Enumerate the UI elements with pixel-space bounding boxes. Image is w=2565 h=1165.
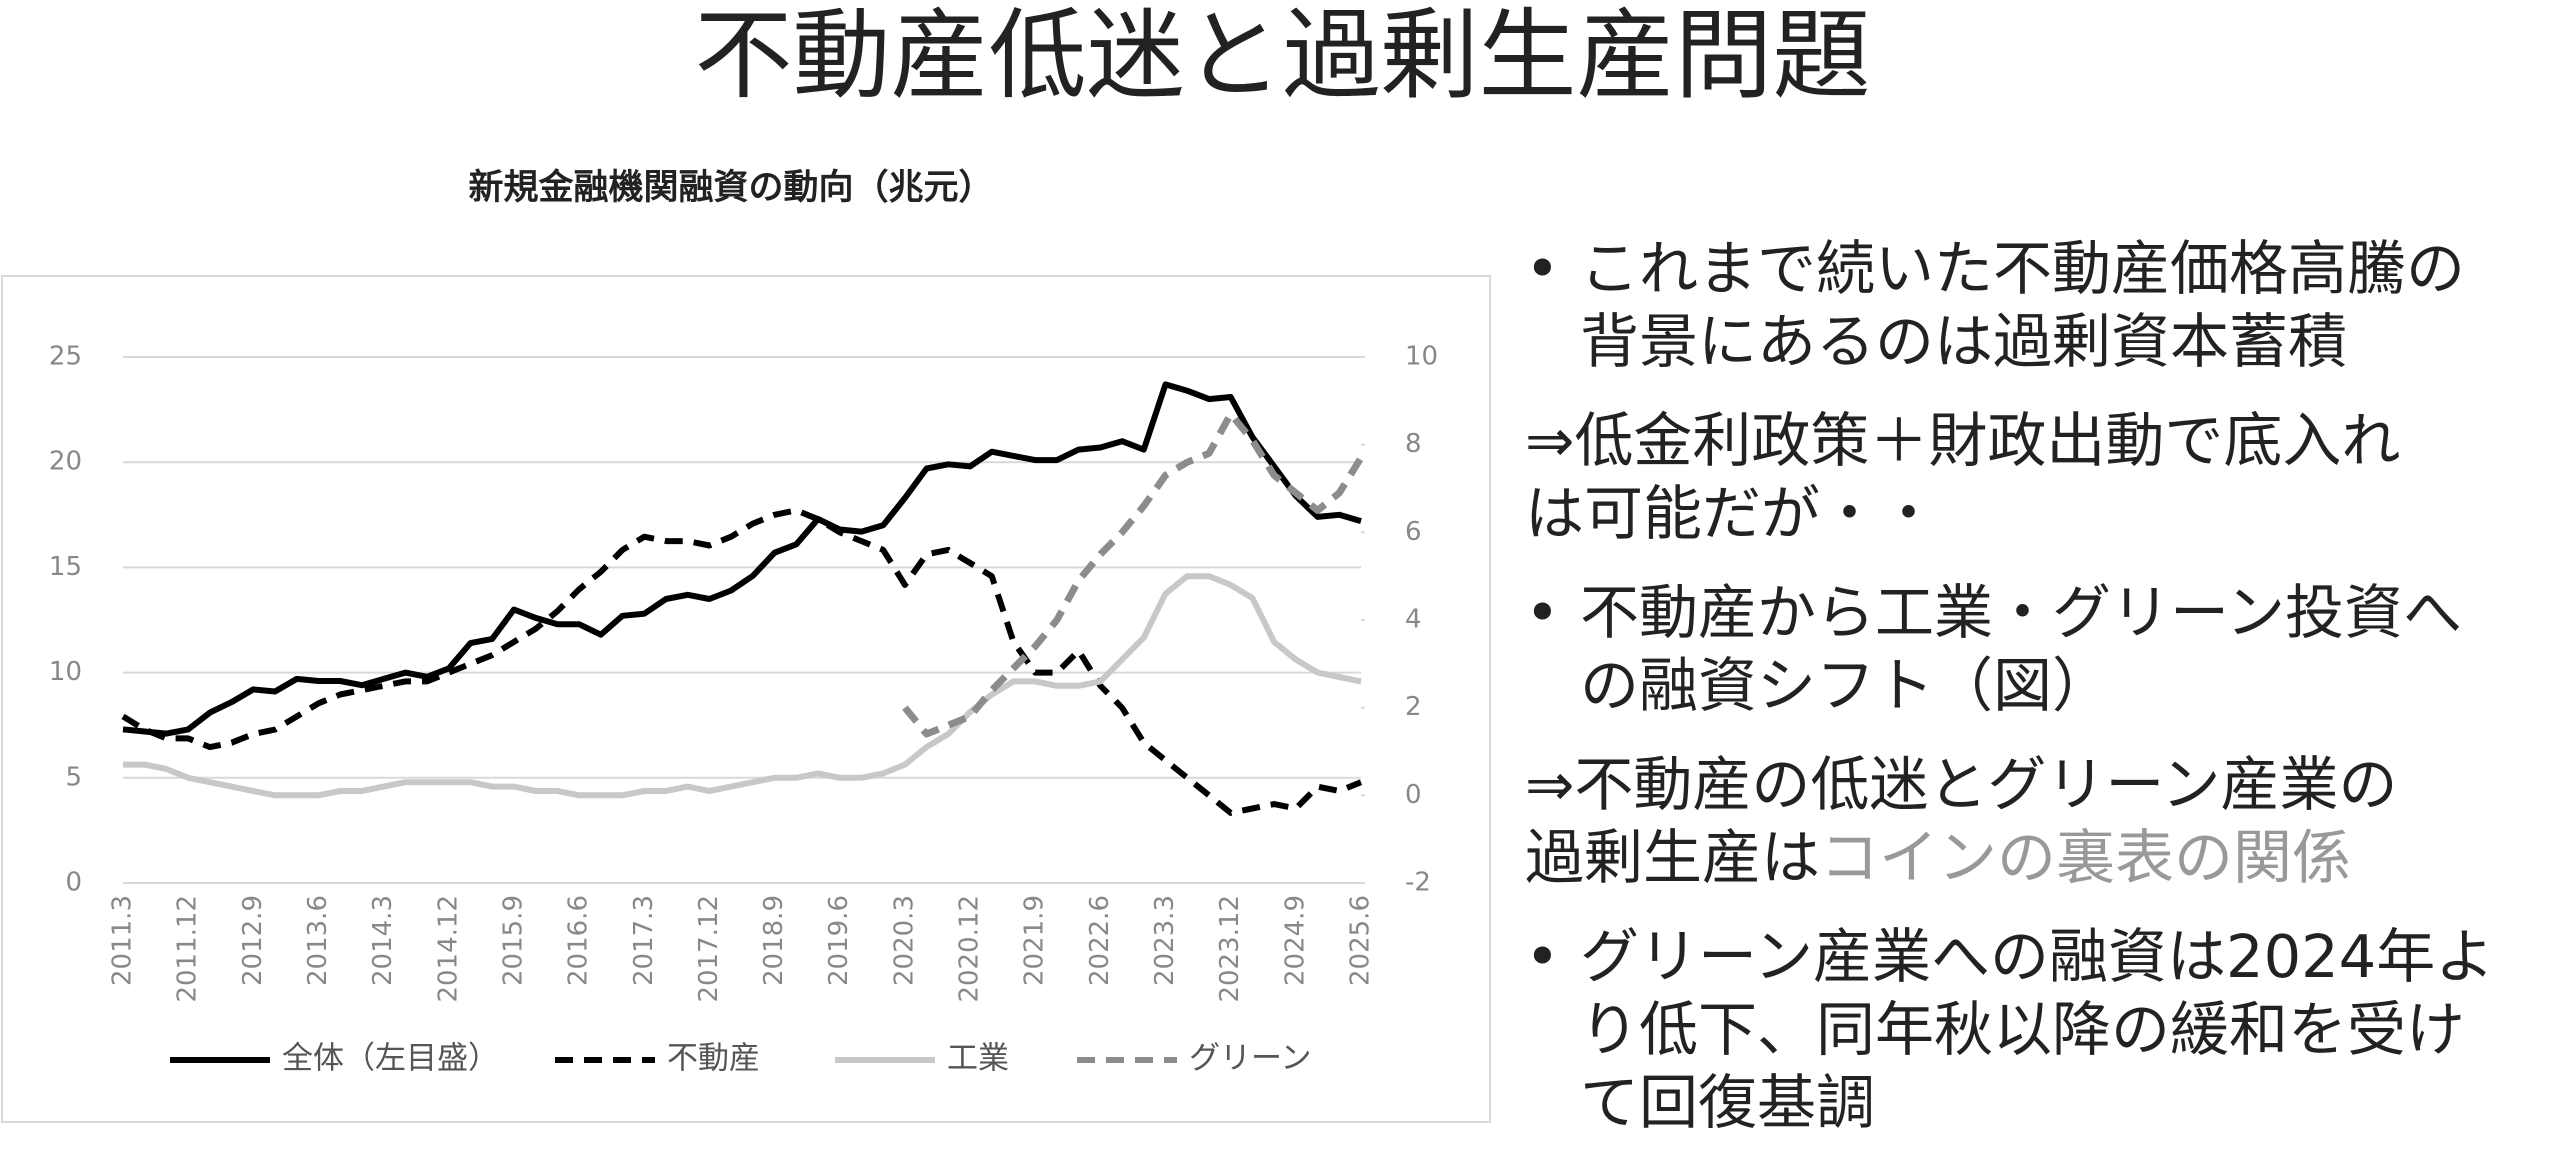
x-tick-label: 2014.3 bbox=[368, 895, 398, 986]
text-line: 不動産から工業・グリーン投資へ bbox=[1580, 576, 2565, 649]
x-tick-label: 2024.9 bbox=[1280, 895, 1310, 986]
text-line-content: 背景にあるのは過剰資本蓄積 bbox=[1580, 307, 2348, 376]
series-line bbox=[902, 410, 1364, 738]
text-line: て回復基調 bbox=[1580, 1066, 2565, 1139]
x-tick-label: 2023.3 bbox=[1150, 895, 1180, 986]
x-tick-label: 2018.9 bbox=[759, 895, 789, 986]
text-line-content: て回復基調 bbox=[1580, 1068, 1876, 1137]
y2-tick-label: 0 bbox=[1405, 780, 1422, 810]
text-block: ⇒低金利政策＋財政出動で底入れ は可能だが・・ bbox=[1525, 404, 2565, 550]
y-tick-label: 10 bbox=[49, 657, 82, 687]
slide-title: 不動産低迷と過剰生産問題 bbox=[694, 0, 1871, 113]
legend-label: 工業 bbox=[947, 1041, 1009, 1077]
x-tick-label: 2017.3 bbox=[629, 895, 659, 986]
slide: 不動産低迷と過剰生産問題 新規金融機関融資の動向（兆元） 0 5 10 15 20 25-… bbox=[0, 0, 2565, 1127]
text-line: これまで続いた不動産価格高騰の bbox=[1580, 232, 2565, 305]
y-tick-label: 20 bbox=[49, 447, 82, 477]
text-line-content: 不動産から工業・グリーン投資へ bbox=[1580, 578, 2463, 647]
legend-label: グリーン bbox=[1189, 1041, 1311, 1077]
legend-label: 不動産 bbox=[667, 1041, 760, 1077]
x-tick-label: 2025.6 bbox=[1346, 895, 1376, 986]
text-line: ⇒不動産の低迷とグリーン産業の bbox=[1525, 748, 2565, 821]
x-tick-label: 2011.12 bbox=[173, 895, 203, 1003]
text-block: ⇒不動産の低迷とグリーン産業の 過剰生産はコインの裏表の関係 bbox=[1525, 748, 2565, 894]
y-tick-label: 5 bbox=[65, 762, 82, 792]
series-line bbox=[123, 573, 1362, 799]
series-line bbox=[122, 381, 1362, 737]
x-tick-label: 2022.6 bbox=[1085, 895, 1115, 986]
x-tick-label: 2015.9 bbox=[498, 895, 528, 986]
y2-tick-label: 8 bbox=[1405, 429, 1422, 459]
chart-title: 新規金融機関融資の動向（兆元） bbox=[468, 167, 993, 208]
y2-tick-label: 6 bbox=[1405, 517, 1422, 547]
y-tick-label: 25 bbox=[49, 342, 82, 372]
legend-label: 全体（左目盛） bbox=[282, 1041, 499, 1077]
y2-tick-label: -2 bbox=[1405, 868, 1431, 898]
x-tick-label: 2011.3 bbox=[108, 895, 138, 986]
x-tick-label: 2020.3 bbox=[889, 895, 919, 986]
x-tick-label: 2014.12 bbox=[433, 895, 463, 1003]
y2-tick-label: 10 bbox=[1405, 342, 1438, 372]
text-line: り低下、同年秋以降の緩和を受け bbox=[1580, 993, 2565, 1066]
text-line: は可能だが・・ bbox=[1525, 477, 2565, 550]
text-line-content: これまで続いた不動産価格高騰の bbox=[1580, 234, 2466, 303]
x-tick-label: 2019.6 bbox=[824, 895, 854, 986]
x-tick-label: 2020.12 bbox=[955, 895, 985, 1003]
y-tick-label: 0 bbox=[65, 868, 82, 898]
text-line-content: グリーン産業への融資は2024年よ bbox=[1580, 922, 2495, 991]
text-line-content: ⇒不動産の低迷とグリーン産業の bbox=[1525, 750, 2398, 819]
text-line-content: ⇒低金利政策＋財政出動で底入れ bbox=[1525, 406, 2401, 475]
chart-frame bbox=[1, 275, 1491, 1123]
x-tick-label: 2023.12 bbox=[1215, 895, 1245, 1003]
x-tick-label: 2013.6 bbox=[303, 895, 333, 986]
x-tick-label: 2017.12 bbox=[694, 895, 724, 1003]
text-line-content: は可能だが・・ bbox=[1525, 479, 1939, 548]
text-line: ⇒低金利政策＋財政出動で底入れ bbox=[1525, 404, 2565, 477]
text-line-content: 過剰生産は bbox=[1525, 823, 1821, 892]
text-line: 過剰生産はコインの裏表の関係 bbox=[1525, 821, 2565, 894]
chart: 新規金融機関融資の動向（兆元） 0 5 10 15 20 25 -2 0 2 4 6 8 10 2011.… bbox=[1, 167, 1491, 1123]
y2-tick-label: 4 bbox=[1405, 605, 1422, 635]
x-tick-label: 2012.9 bbox=[238, 895, 268, 986]
text-line: グリーン産業への融資は2024年よ bbox=[1580, 920, 2565, 993]
text-line: の融資シフト（図） bbox=[1580, 649, 2565, 722]
series-line bbox=[121, 507, 1363, 816]
x-tick-label: 2021.9 bbox=[1020, 895, 1050, 986]
y2-tick-label: 2 bbox=[1405, 692, 1422, 722]
text-line-content: り低下、同年秋以降の緩和を受け bbox=[1580, 995, 2466, 1064]
x-tick-label: 2016.6 bbox=[564, 895, 594, 986]
text-line-content: の融資シフト（図） bbox=[1580, 651, 2112, 720]
y-tick-label: 15 bbox=[49, 552, 82, 582]
text-line: 背景にあるのは過剰資本蓄積 bbox=[1580, 305, 2565, 378]
highlight-text: コインの裏表の関係 bbox=[1820, 823, 2352, 892]
